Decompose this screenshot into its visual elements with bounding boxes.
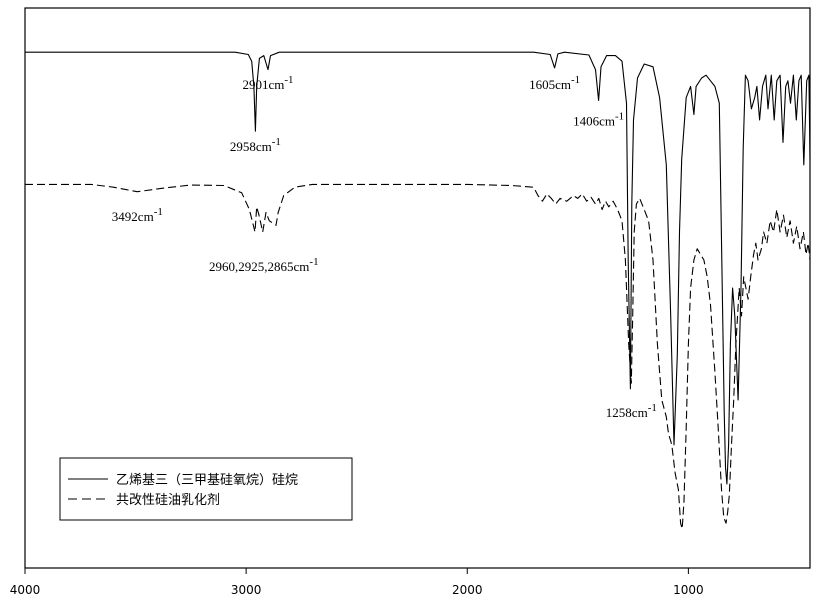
series-line-solid	[25, 52, 810, 484]
peak-annotation: 1258cm-1	[606, 402, 657, 420]
peak-annotation: 2901cm-1	[242, 74, 293, 92]
x-tick-label-3000: 3000	[231, 583, 262, 597]
legend-label-series-2: 共改性硅油乳化剂	[116, 493, 220, 508]
legend-label-series-1: 乙烯基三（三甲基硅氧烷）硅烷	[116, 473, 298, 488]
peak-annotation: 2960,2925,2865cm-1	[209, 256, 319, 274]
peak-annotation: 1406cm-1	[573, 111, 624, 129]
peak-annotation: 1605cm-1	[529, 74, 580, 92]
peak-annotation: 3492cm-1	[112, 206, 163, 224]
x-tick-label-4000: 4000	[10, 583, 41, 597]
legend-box	[60, 458, 352, 520]
legend: 乙烯基三（三甲基硅氧烷）硅烷 共改性硅油乳化剂	[60, 458, 352, 520]
x-tick-label-2000: 2000	[452, 583, 483, 597]
x-tick-label-1000: 1000	[673, 583, 704, 597]
peak-annotation: 2958cm-1	[230, 136, 281, 154]
